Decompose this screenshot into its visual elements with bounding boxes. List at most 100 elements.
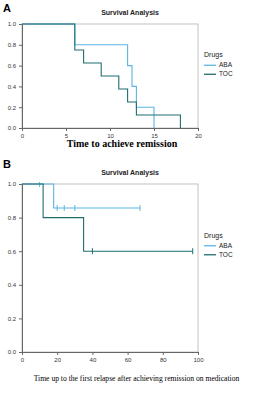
legend-title: Drugs [204, 232, 223, 240]
x-axis-line [23, 129, 199, 132]
plot-frame [22, 24, 198, 128]
censor-mark [64, 205, 65, 211]
y-tick-label: 0.8 [8, 215, 17, 221]
x-tick: 100 [193, 352, 204, 363]
panel-label: B [3, 158, 11, 170]
y-tick-label: 0.2 [8, 105, 17, 111]
x-tick: 0 [21, 128, 25, 139]
y-tick: 0.6 [8, 249, 22, 255]
y-tick-mark [19, 218, 22, 219]
x-axis-line [23, 353, 199, 356]
y-axis: 0.0 0.2 0.4 0.6 0.8 1.0 [8, 181, 23, 355]
survival-line [22, 184, 193, 251]
censor-mark [92, 248, 93, 254]
censor-mark [192, 248, 193, 254]
x-axis-title: Time to achieve remission [67, 138, 178, 149]
y-tick-mark [19, 318, 22, 319]
y-tick: 0.4 [8, 84, 22, 90]
y-tick-mark [19, 66, 22, 67]
x-tick: 20 [195, 128, 202, 139]
y-tick-mark [19, 285, 22, 286]
y-tick-label: 0.4 [8, 282, 17, 288]
y-tick: 0.8 [8, 215, 22, 221]
y-tick-mark [19, 352, 22, 353]
x-tick-label: 20 [195, 133, 202, 139]
x-tick-mark [198, 128, 199, 131]
y-tick-mark [19, 45, 22, 46]
y-tick: 0.0 [8, 349, 22, 355]
legend-swatch [204, 74, 216, 75]
y-tick-mark [19, 128, 22, 129]
y-axis-line [19, 25, 23, 129]
y-tick-label: 0.0 [8, 349, 17, 355]
plot-marks [22, 182, 193, 254]
y-tick: 0.6 [8, 63, 22, 69]
y-tick-label: 0.0 [8, 125, 17, 131]
x-tick: 40 [90, 352, 97, 363]
y-tick-mark [19, 251, 22, 252]
y-tick-mark [19, 184, 22, 185]
x-tick-mark [128, 352, 129, 355]
y-tick: 0.2 [8, 105, 22, 111]
x-tick-label: 0 [21, 133, 25, 139]
y-tick: 1.0 [8, 181, 22, 187]
x-tick-label: 80 [160, 357, 167, 363]
x-tick-mark [92, 352, 93, 355]
y-tick-mark [19, 86, 22, 87]
legend-swatch [204, 65, 216, 66]
legend: Drugs ABA TOC [204, 51, 233, 77]
x-axis: 0 20 40 60 80 100 [21, 352, 204, 363]
x-tick-mark [154, 128, 155, 131]
x-tick: 60 [125, 352, 132, 363]
x-tick-label: 100 [193, 357, 204, 363]
chart-panel: ASurvival Analysis051015200.00.20.40.60.… [3, 2, 233, 149]
x-tick-mark [110, 128, 111, 131]
x-tick-label: 0 [21, 357, 25, 363]
legend-title: Drugs [204, 51, 223, 59]
chart-title: Survival Analysis [101, 9, 159, 17]
y-tick: 1.0 [8, 21, 22, 27]
y-axis: 0.0 0.2 0.4 0.6 0.8 1.0 [8, 21, 23, 131]
legend-label: ABA [219, 61, 233, 68]
x-tick-mark [66, 128, 67, 131]
x-tick: 20 [54, 352, 61, 363]
survival-line [22, 24, 180, 128]
censor-mark [57, 205, 58, 211]
chart-title: Survival Analysis [101, 169, 159, 177]
censor-mark [139, 205, 140, 211]
x-tick-mark [198, 352, 199, 355]
x-tick-mark [163, 352, 164, 355]
y-axis-line [19, 185, 23, 353]
y-tick-label: 0.4 [8, 84, 17, 90]
x-tick-mark [57, 352, 58, 355]
y-tick-label: 0.6 [8, 63, 17, 69]
x-tick: 80 [160, 352, 167, 363]
legend-swatch [204, 254, 216, 255]
y-tick: 0.8 [8, 42, 22, 48]
x-axis-title: Time up to the first relapse after achie… [34, 374, 240, 383]
legend-label: TOC [219, 70, 233, 77]
y-tick-label: 1.0 [8, 181, 17, 187]
legend: DrugsABATOC [204, 232, 233, 258]
censor-mark [74, 205, 75, 211]
x-tick-label: 60 [125, 357, 132, 363]
y-tick-mark [19, 24, 22, 25]
plot-marks [22, 24, 180, 128]
survival-line [22, 184, 140, 208]
legend-label: TOC [219, 251, 233, 258]
y-tick: 0.4 [8, 282, 22, 288]
y-tick-label: 0.2 [8, 316, 17, 322]
chart-panel: BSurvival Analysis0204060801000.00.20.40… [3, 158, 239, 383]
figure: ASurvival Analysis051015200.00.20.40.60.… [0, 0, 273, 400]
panel-label: A [3, 2, 11, 14]
y-tick: 0.2 [8, 316, 22, 322]
x-tick-label: 40 [90, 357, 97, 363]
survival-line [22, 24, 154, 128]
x-tick: 0 [21, 352, 25, 363]
y-tick-label: 1.0 [8, 21, 17, 27]
y-tick: 0.0 [8, 125, 22, 131]
y-tick-label: 0.8 [8, 42, 17, 48]
plot-frame [22, 184, 198, 352]
y-tick-label: 0.6 [8, 249, 17, 255]
x-tick-label: 20 [54, 357, 61, 363]
